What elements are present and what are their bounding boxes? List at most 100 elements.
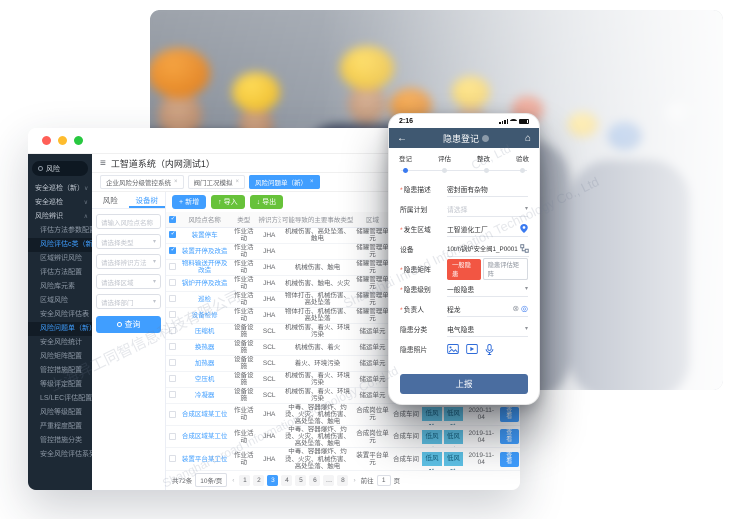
sidebar-item[interactable]: LS/LEC评估配置	[28, 392, 92, 406]
contact-picker-icon[interactable]: ◎	[521, 304, 528, 313]
row-checkbox[interactable]	[169, 247, 177, 255]
matrix-eval-button[interactable]: 隐患评估矩阵	[482, 258, 528, 280]
description-input[interactable]: 密封面有杂物	[447, 181, 528, 197]
add-image-icon[interactable]	[447, 344, 459, 354]
view-button[interactable]: 查看	[499, 429, 519, 445]
risk-name-link[interactable]: 物料输送开停及改造	[181, 259, 228, 275]
sidebar-item[interactable]: 风险矩阵配置	[28, 350, 92, 364]
row-checkbox[interactable]	[169, 391, 177, 399]
prev-page-icon[interactable]: ‹	[232, 476, 235, 484]
sidebar-item[interactable]: 区域辨识风险	[28, 252, 92, 266]
info-circle-icon[interactable]	[481, 134, 489, 142]
sidebar-item[interactable]: 评估方法配置	[28, 266, 92, 280]
risk-name-link[interactable]: 巡检	[198, 295, 212, 303]
page-number[interactable]: 5	[295, 474, 307, 486]
sidebar-item[interactable]: 评估方法参数配置	[28, 224, 92, 238]
step-label[interactable]: 验收	[516, 156, 529, 163]
risk-name-link[interactable]: 压缩机	[194, 327, 215, 335]
page-number[interactable]: 4	[281, 474, 293, 486]
filter-select[interactable]: 请选择类型 ▾	[96, 234, 161, 249]
filter-select[interactable]: 请选择部门 ▾	[96, 294, 161, 309]
page-number[interactable]: …	[323, 474, 335, 486]
page-number[interactable]: 3	[267, 474, 279, 486]
row-checkbox[interactable]	[169, 311, 177, 319]
export-button[interactable]: ↓ 导出	[249, 195, 284, 210]
tab-chip[interactable]: 阀门工况模拟 ×	[187, 175, 246, 189]
hamburger-icon[interactable]: ≡	[100, 157, 106, 169]
risk-name-link[interactable]: 装置开停及改造	[181, 247, 228, 255]
next-page-icon[interactable]: ›	[353, 476, 356, 484]
risk-name-input[interactable]: 请输入风险点名称	[96, 214, 161, 229]
risk-name-link[interactable]: 合成区域某工位	[181, 410, 228, 418]
row-checkbox[interactable]	[169, 433, 177, 441]
area-field[interactable]: 工智道化工厂	[447, 221, 528, 237]
select-all-checkbox[interactable]	[169, 215, 177, 223]
query-button[interactable]: 查询	[96, 316, 161, 333]
sidebar-item[interactable]: 风险库元素	[28, 280, 92, 294]
back-icon[interactable]: ←	[397, 132, 407, 144]
row-checkbox[interactable]	[169, 279, 177, 287]
row-checkbox[interactable]	[169, 295, 177, 303]
filter-tab[interactable]: 风险	[92, 192, 129, 208]
category-select[interactable]: 电气隐患 ▾	[447, 321, 528, 337]
filter-select[interactable]: 请选择辨识方法 ▾	[96, 254, 161, 269]
sidebar-item[interactable]: 安全风险评估表	[28, 308, 92, 322]
close-icon[interactable]: ×	[235, 179, 240, 185]
clear-icon[interactable]: ⊗	[512, 304, 520, 313]
level-select[interactable]: 一般隐患 ▾	[447, 281, 528, 297]
page-number[interactable]: 1	[239, 474, 251, 486]
sidebar-item[interactable]: 风险评估c类（新）	[28, 238, 92, 252]
sidebar-item[interactable]: 安全巡检 ∨	[28, 196, 92, 210]
sidebar-item[interactable]: 风险辨识 ∧	[28, 210, 92, 224]
sidebar-search[interactable]: 风险	[32, 161, 88, 176]
plan-select[interactable]: 请选择 ▾	[447, 201, 528, 217]
step-label[interactable]: 整改	[477, 156, 490, 163]
close-icon[interactable]: ×	[310, 179, 314, 185]
row-checkbox[interactable]	[169, 343, 177, 351]
location-pin-icon[interactable]	[520, 224, 528, 233]
sidebar-item[interactable]: 风险等级配置	[28, 406, 92, 420]
row-checkbox[interactable]	[169, 375, 177, 383]
filter-tab[interactable]: 设备树	[128, 192, 165, 208]
close-window-icon[interactable]	[42, 136, 51, 145]
add-audio-icon[interactable]	[485, 343, 494, 355]
add-video-icon[interactable]	[466, 344, 478, 354]
row-checkbox[interactable]	[169, 359, 177, 367]
device-tree-icon[interactable]	[520, 244, 529, 253]
risk-name-link[interactable]: 锅炉开停及改造	[181, 279, 228, 287]
submit-button[interactable]: 上报	[400, 374, 528, 394]
sidebar-item[interactable]: 等级评定配置	[28, 378, 92, 392]
risk-name-link[interactable]: 装置停车	[191, 231, 218, 239]
sidebar-item[interactable]: 管控措施配置	[28, 364, 92, 378]
minimize-window-icon[interactable]	[58, 136, 67, 145]
row-checkbox[interactable]	[169, 231, 177, 239]
sidebar-item[interactable]: 管控措施分类	[28, 434, 92, 448]
row-checkbox[interactable]	[169, 410, 177, 418]
view-button[interactable]: 查看	[499, 406, 519, 422]
risk-name-link[interactable]: 加热器	[194, 359, 215, 367]
sidebar-item[interactable]: 区域风险	[28, 294, 92, 308]
page-number[interactable]: 6	[309, 474, 321, 486]
tab-chip[interactable]: 企业风险分级管控系统 ×	[100, 175, 184, 189]
tab-chip[interactable]: 风险问题单（新） ×	[249, 175, 320, 189]
sidebar-item[interactable]: 风险问题单（新）	[28, 322, 92, 336]
sidebar-item[interactable]: 安全风险评估系列	[28, 448, 92, 462]
page-number[interactable]: 8	[337, 474, 349, 486]
row-checkbox[interactable]	[169, 327, 177, 335]
risk-name-link[interactable]: 合成区域某工位	[181, 433, 228, 441]
home-icon[interactable]: ⌂	[524, 132, 531, 144]
owner-field[interactable]: 程龙 ⊗ ◎	[447, 301, 528, 317]
step-label[interactable]: 评估	[438, 156, 451, 163]
view-button[interactable]: 查看	[499, 451, 519, 467]
maximize-window-icon[interactable]	[74, 136, 83, 145]
device-field[interactable]: 10t/h锅炉安全阀1_P0001	[447, 241, 529, 257]
page-number[interactable]: 2	[253, 474, 265, 486]
filter-select[interactable]: 请选择区域 ▾	[96, 274, 161, 289]
risk-name-link[interactable]: 装置平台某工位	[181, 455, 228, 463]
page-size-select[interactable]: 10条/页	[195, 473, 228, 488]
risk-name-link[interactable]: 冷凝器	[194, 391, 215, 399]
close-icon[interactable]: ×	[174, 179, 178, 185]
add-button[interactable]: + 新增	[172, 195, 207, 210]
goto-page-input[interactable]: 1	[376, 474, 391, 486]
import-button[interactable]: ↑ 导入	[211, 195, 245, 210]
